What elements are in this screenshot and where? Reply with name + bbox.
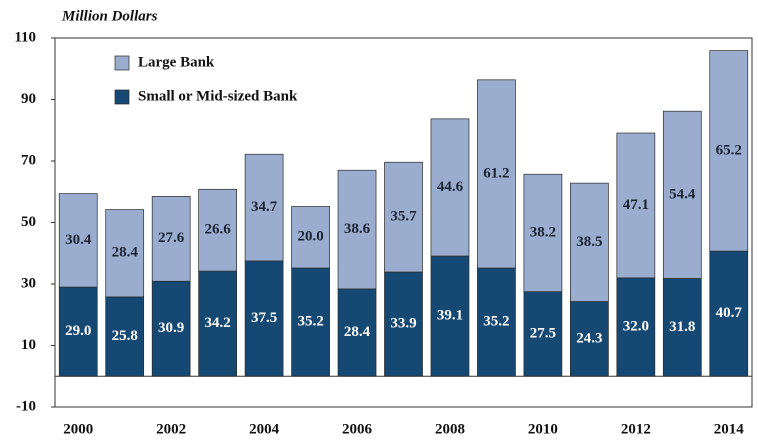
bar-segment xyxy=(291,206,330,269)
legend-label: Large Bank xyxy=(138,54,215,70)
y-axis-label: Million Dollars xyxy=(61,8,158,24)
bar-segment xyxy=(523,173,563,293)
data-label: 25.8 xyxy=(112,328,138,344)
data-label: 27.5 xyxy=(530,325,556,341)
data-label: 32.0 xyxy=(623,318,649,334)
data-label: 35.2 xyxy=(483,314,509,330)
bar-segment xyxy=(616,277,656,377)
y-tick-label: 30 xyxy=(21,275,36,291)
data-label: 28.4 xyxy=(344,324,371,340)
data-label: 24.3 xyxy=(576,330,602,346)
x-tick-label: 2004 xyxy=(249,421,280,437)
y-tick-label: 70 xyxy=(21,152,36,168)
data-label: 44.6 xyxy=(437,179,464,195)
bar-segment xyxy=(570,182,609,302)
y-tick-label: 50 xyxy=(21,214,36,230)
x-tick-label: 2006 xyxy=(342,421,373,437)
bar-segment xyxy=(151,196,191,282)
y-tick-label: 110 xyxy=(14,29,36,45)
bar-segment xyxy=(477,79,516,269)
data-label: 54.4 xyxy=(669,186,696,202)
data-label: 47.1 xyxy=(623,197,649,213)
y-tick-label: -10 xyxy=(16,398,36,414)
data-label: 31.8 xyxy=(669,319,695,335)
legend-swatch xyxy=(114,89,130,105)
x-tick-label: 2008 xyxy=(435,421,465,437)
bar-segment xyxy=(430,255,470,377)
bar-segment xyxy=(570,301,609,377)
bar-segment xyxy=(384,161,423,273)
bar-segment xyxy=(662,278,702,377)
bar-segment xyxy=(105,209,145,298)
x-tick-label: 2010 xyxy=(528,421,558,437)
bar-segment xyxy=(244,153,284,262)
bar-segment xyxy=(105,296,145,377)
bar-segment xyxy=(477,267,516,377)
data-label: 37.5 xyxy=(251,310,277,326)
data-label: 39.1 xyxy=(437,308,463,324)
bar-segment xyxy=(430,118,470,257)
bar-segment xyxy=(291,267,330,377)
data-label: 20.0 xyxy=(297,229,323,245)
bar-segment xyxy=(198,270,237,377)
bar-segment xyxy=(662,110,702,279)
data-label: 30.4 xyxy=(65,232,92,248)
x-tick-label: 2002 xyxy=(156,421,186,437)
bar-segment xyxy=(198,188,237,272)
legend-swatch xyxy=(114,55,130,71)
bar-segment xyxy=(523,291,563,377)
data-label: 35.7 xyxy=(390,209,417,225)
data-label: 61.2 xyxy=(483,165,509,181)
data-label: 26.6 xyxy=(205,222,232,238)
data-label: 34.2 xyxy=(205,315,231,331)
data-label: 28.4 xyxy=(112,245,139,261)
data-label: 34.7 xyxy=(251,199,278,215)
y-tick-label: 10 xyxy=(21,337,36,353)
x-tick-label: 2014 xyxy=(714,421,745,437)
x-tick-label: 2012 xyxy=(621,421,651,437)
data-label: 38.5 xyxy=(576,234,602,250)
data-label: 27.6 xyxy=(158,230,185,246)
data-label: 33.9 xyxy=(390,316,416,332)
data-label: 65.2 xyxy=(716,142,742,158)
bar-segment xyxy=(384,271,423,377)
data-label: 30.9 xyxy=(158,320,184,336)
data-label: 38.2 xyxy=(530,224,556,240)
bar-segment xyxy=(616,132,656,279)
data-label: 38.6 xyxy=(344,221,371,237)
legend-label: Small or Mid-sized Bank xyxy=(138,88,298,104)
data-label: 35.2 xyxy=(297,314,323,330)
bar-segment xyxy=(709,50,749,252)
data-label: 40.7 xyxy=(716,305,743,321)
bar-segment xyxy=(337,169,377,290)
data-label: 29.0 xyxy=(65,323,91,339)
bar-segment xyxy=(151,280,191,377)
y-tick-label: 90 xyxy=(21,91,36,107)
bar-segment xyxy=(58,193,98,288)
x-tick-label: 2000 xyxy=(63,421,93,437)
